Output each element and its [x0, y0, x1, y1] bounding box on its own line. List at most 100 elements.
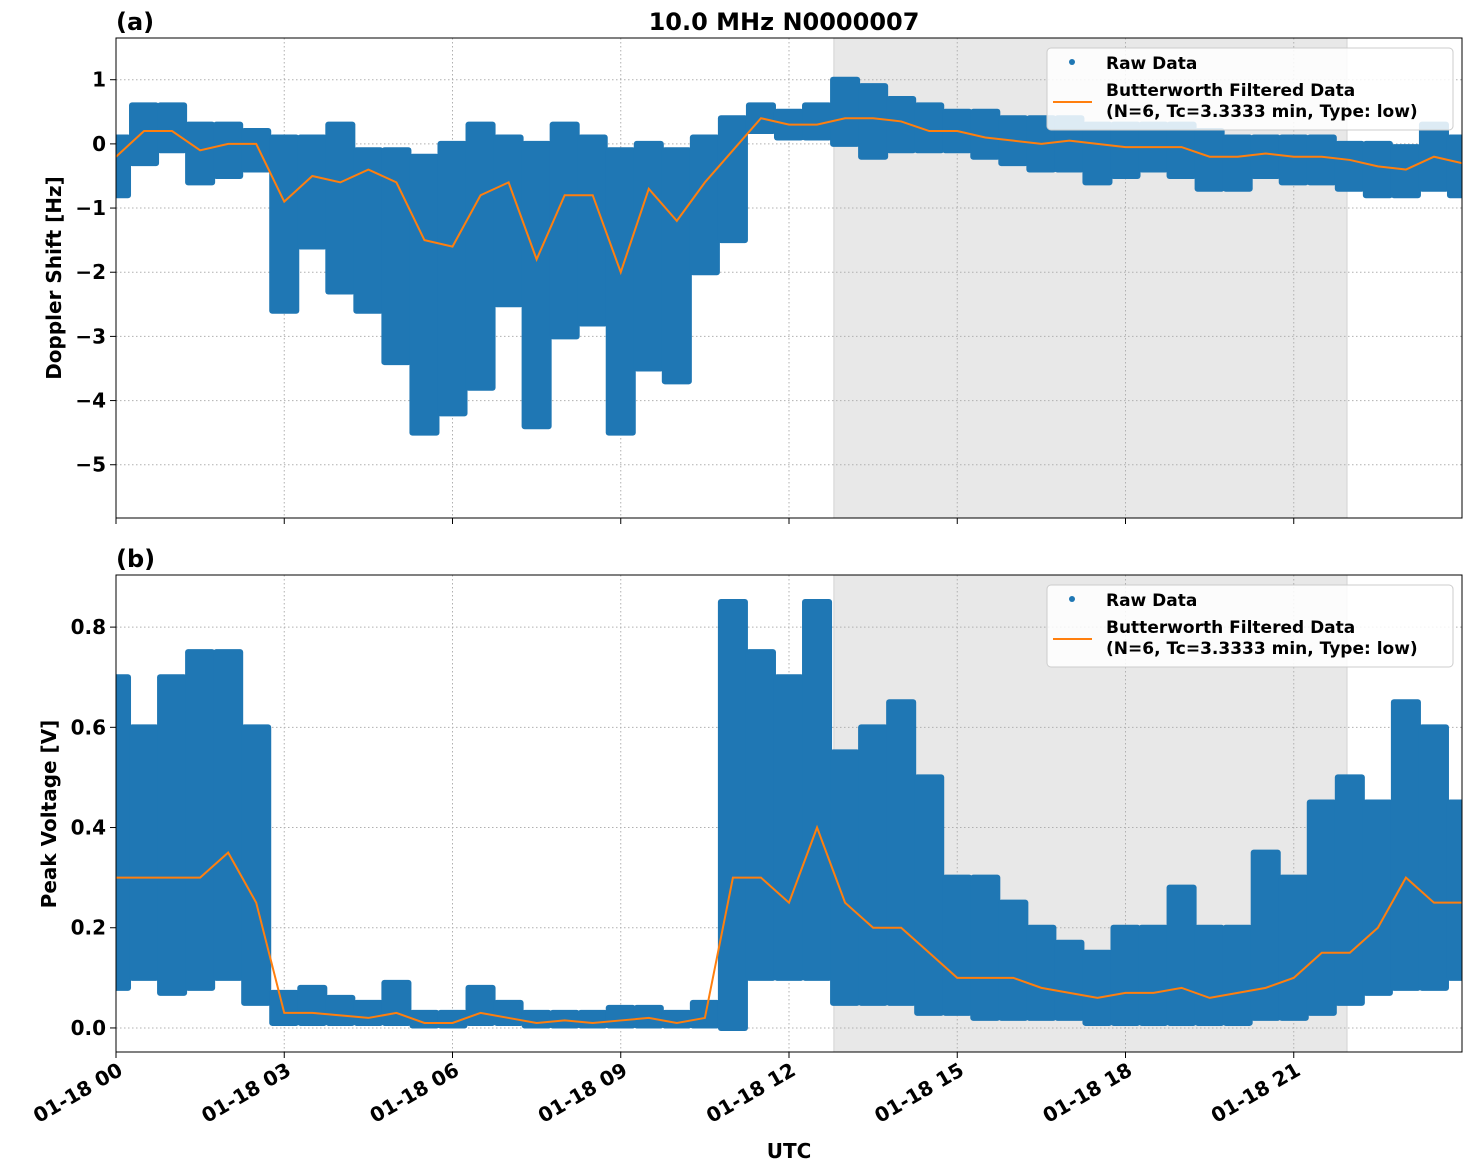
- raw-data-range: [942, 874, 973, 1016]
- raw-data-range: [409, 153, 440, 436]
- raw-data-range: [1390, 144, 1421, 199]
- raw-data-range: [1222, 134, 1253, 192]
- raw-data-range: [241, 724, 272, 1006]
- raw-data-range: [1418, 724, 1449, 991]
- x-tick-label: 01-18 21: [1207, 1058, 1305, 1128]
- panel-a: 1 0 −1 −2 −3 −4 −5 Raw Data Butterworth Filtered…: [75, 37, 1463, 524]
- filtered-data-line: [116, 824, 1462, 1024]
- raw-data-range: [1166, 121, 1197, 179]
- filtered-data-line: [116, 117, 1462, 276]
- raw-data-range: [157, 102, 188, 154]
- raw-data-range: [914, 102, 945, 154]
- x-tick-label: 01-18 00: [29, 1058, 127, 1128]
- raw-data-range: [1278, 874, 1309, 1021]
- raw-data-range: [493, 999, 524, 1026]
- raw-data-range: [745, 649, 776, 981]
- raw-data-range: [1054, 939, 1085, 1021]
- raw-data-range: [802, 599, 833, 981]
- raw-data-range: [1250, 849, 1281, 1021]
- y-axis-label-a: Doppler Shift [Hz]: [42, 176, 66, 380]
- raw-data-range: [269, 134, 300, 314]
- raw-data-range: [689, 134, 720, 276]
- raw-data-range: [998, 899, 1029, 1021]
- y-axis-label-b: Peak Voltage [V]: [37, 720, 61, 909]
- raw-data-range: [549, 121, 580, 340]
- raw-data-range: [1250, 134, 1281, 179]
- legend-marker-raw: [1069, 59, 1075, 65]
- legend-marker-raw: [1069, 596, 1075, 602]
- raw-data-range: [1082, 121, 1113, 186]
- raw-data-range: [521, 1009, 552, 1029]
- raw-data-range: [297, 134, 328, 250]
- raw-data-range: [1278, 134, 1309, 186]
- raw-data-range: [213, 649, 244, 981]
- raw-data-range: [1334, 774, 1365, 1006]
- raw-data-range: [802, 102, 833, 141]
- raw-data-range: [1194, 924, 1225, 1026]
- legend-label-filter-params: (N=6, Tc=3.3333 min, Type: low): [1106, 102, 1418, 122]
- chart-title: 10.0 MHz N0000007: [649, 8, 920, 36]
- raw-data-range: [633, 1004, 664, 1029]
- raw-data-range: [116, 674, 132, 991]
- y-tick-label: 0: [92, 132, 106, 156]
- x-tick-label: 01-18 06: [365, 1058, 463, 1128]
- raw-data-range: [1166, 884, 1197, 1026]
- raw-data-range: [325, 121, 356, 295]
- x-tick-label: 01-18 12: [702, 1058, 800, 1128]
- raw-data-range: [605, 147, 636, 436]
- legend-box: [1046, 47, 1454, 131]
- legend-label-filtered: Butterworth Filtered Data: [1106, 81, 1355, 101]
- raw-data-range: [1222, 924, 1253, 1026]
- raw-data-range: [1194, 128, 1225, 192]
- x-tick-label: 01-18 03: [197, 1058, 295, 1128]
- panel-label-a: (a): [116, 8, 154, 36]
- y-tick-label: −1: [75, 196, 106, 220]
- raw-data-range: [157, 674, 188, 996]
- raw-data-range: [1138, 924, 1169, 1026]
- raw-data-range: [381, 147, 412, 366]
- legend: Raw Data Butterworth Filtered Data(N=6, T…: [1046, 584, 1454, 668]
- plot-area: [116, 599, 1462, 1031]
- y-tick-label: −2: [75, 260, 106, 284]
- raw-data-range: [717, 599, 748, 1031]
- raw-data-range: [465, 121, 496, 391]
- raw-data-range: [577, 134, 608, 327]
- raw-data-range: [213, 121, 244, 179]
- raw-data-range: [661, 1009, 692, 1029]
- raw-data-range: [858, 724, 889, 1006]
- raw-data-range: [437, 140, 468, 417]
- raw-data-range: [1110, 924, 1141, 1026]
- raw-data-range: [886, 95, 917, 154]
- plot-area: [116, 76, 1462, 436]
- y-tick-label: 0.6: [71, 715, 106, 739]
- raw-data-range: [633, 140, 664, 372]
- raw-data-range: [381, 979, 412, 1026]
- panel-b: 0.8 0.6 0.4 0.2 0.0 01-18 00 01-18 03 01-18 06 0…: [29, 574, 1463, 1128]
- raw-data-range: [1362, 799, 1393, 996]
- y-tick-label: −5: [75, 453, 106, 477]
- legend-box: [1046, 584, 1454, 668]
- raw-data-range: [129, 724, 160, 981]
- raw-data-range: [1082, 949, 1113, 1026]
- raw-data-range: [185, 649, 216, 991]
- x-axis-label: UTC: [767, 1139, 812, 1163]
- raw-data-range: [1446, 799, 1462, 981]
- x-tick-label: 01-18 18: [1038, 1058, 1136, 1128]
- raw-data-range: [1390, 699, 1421, 991]
- raw-data-range: [116, 134, 132, 199]
- raw-data-range: [1306, 799, 1337, 1016]
- raw-data-range: [465, 984, 496, 1026]
- legend-label-filter-params: (N=6, Tc=3.3333 min, Type: low): [1106, 639, 1418, 659]
- raw-data-range: [1334, 140, 1365, 192]
- y-tick-label: 0.0: [71, 1016, 106, 1040]
- raw-data-range: [1026, 924, 1057, 1021]
- raw-data-range: [493, 134, 524, 308]
- y-tick-label: 0.2: [71, 916, 106, 940]
- y-tick-label: −4: [75, 389, 106, 413]
- y-tick-label: 0.4: [71, 816, 106, 840]
- raw-data-range: [970, 108, 1001, 160]
- raw-data-range: [353, 999, 384, 1026]
- raw-data-range: [773, 674, 805, 981]
- raw-data-range: [1110, 121, 1141, 179]
